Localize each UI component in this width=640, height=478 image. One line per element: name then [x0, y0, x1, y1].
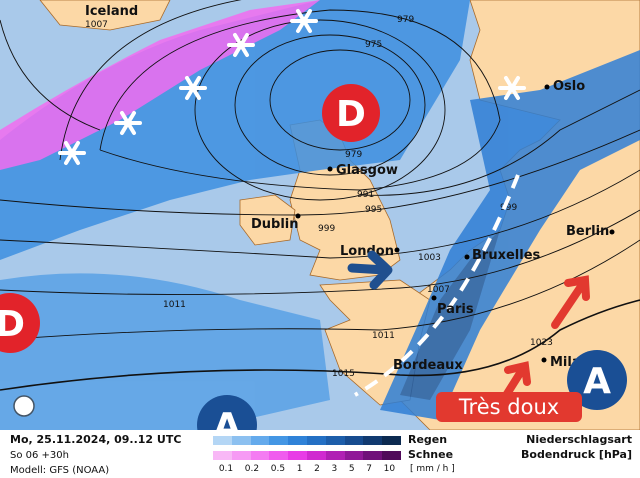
unit: [ mm / h ]	[410, 464, 455, 474]
scale-labels: 0.1 0.2 0.5 1 2 3 5 7 10	[213, 464, 401, 474]
rain-swatch	[363, 436, 383, 445]
warm-arrow-1	[551, 275, 590, 329]
scale-tick: 0.2	[244, 464, 260, 474]
scale-tick: 3	[331, 464, 338, 474]
rain-swatch	[213, 436, 232, 445]
scale-tick: 2	[314, 464, 320, 474]
rain-swatch	[382, 436, 401, 445]
svg-text:Bordeaux: Bordeaux	[393, 358, 463, 373]
snow-swatch	[269, 451, 289, 460]
svg-text:1003: 1003	[418, 253, 441, 263]
scale-tick: 0.1	[218, 464, 234, 474]
snow-swatch	[325, 451, 345, 460]
forecast-date: Mo, 25.11.2024, 09..12 UTC	[10, 433, 182, 446]
high-pressure-alps: A	[567, 350, 627, 410]
pressure-label: Bodendruck [hPa]	[521, 448, 632, 461]
svg-text:1011: 1011	[372, 331, 395, 341]
scale-tick: 10	[383, 464, 396, 474]
svg-text:979: 979	[345, 150, 362, 160]
low-pressure-west: D	[0, 293, 40, 353]
svg-text:1007: 1007	[85, 20, 108, 30]
svg-text:D: D	[0, 304, 25, 345]
rain-swatch	[344, 436, 364, 445]
svg-text:999: 999	[500, 203, 517, 213]
snow-swatch	[288, 451, 307, 460]
rain-swatch	[269, 436, 289, 445]
svg-text:1023: 1023	[530, 338, 553, 348]
svg-text:D: D	[336, 94, 366, 135]
isobar-labels: 1007 979 975 979 991 995 999 1003 999 10…	[85, 15, 553, 379]
scale-tick: 1	[296, 464, 303, 474]
model-name: Modell: GFS (NOAA)	[10, 465, 110, 476]
snow-label: Schnee	[408, 448, 454, 461]
snow-icons	[58, 9, 526, 165]
svg-text:Berlin: Berlin	[566, 224, 609, 239]
snow-swatch	[250, 451, 270, 460]
svg-text:1007: 1007	[427, 285, 450, 295]
weather-map: 1007 979 975 979 991 995 999 1003 999 10…	[0, 0, 640, 430]
svg-text:975: 975	[365, 40, 382, 50]
rain-swatch	[288, 436, 307, 445]
svg-text:979: 979	[397, 15, 414, 25]
svg-text:Iceland: Iceland	[85, 4, 138, 19]
snow-swatch	[344, 451, 364, 460]
svg-text:Glasgow: Glasgow	[336, 163, 398, 178]
svg-text:A: A	[213, 406, 241, 430]
svg-text:1011: 1011	[163, 300, 186, 310]
svg-text:Bruxelles: Bruxelles	[472, 248, 541, 263]
svg-text:Paris: Paris	[437, 302, 474, 317]
wind-arrow-blue	[347, 250, 393, 290]
snow-swatch	[231, 451, 251, 460]
snow-swatch	[382, 451, 401, 460]
svg-text:Oslo: Oslo	[553, 79, 585, 94]
low-pressure-iceland: D	[322, 84, 380, 142]
svg-text:995: 995	[365, 205, 382, 215]
svg-text:991: 991	[357, 190, 374, 200]
rain-swatch	[306, 436, 326, 445]
snow-scale	[213, 451, 401, 460]
scale-tick: 5	[348, 464, 355, 474]
svg-text:London: London	[340, 244, 394, 259]
svg-text:A: A	[583, 361, 611, 402]
model-run: So 06 +30h	[10, 450, 69, 461]
scale-tick: 0.5	[270, 464, 286, 474]
callout-tres-doux: Très doux	[436, 392, 582, 422]
high-pressure-south: A	[197, 395, 257, 430]
svg-text:999: 999	[318, 224, 335, 234]
rain-label: Regen	[408, 433, 448, 446]
svg-text:Dublin: Dublin	[251, 217, 299, 232]
snow-swatch	[306, 451, 326, 460]
isobars	[0, 0, 640, 391]
rain-swatch	[231, 436, 251, 445]
snow-swatch	[363, 451, 383, 460]
cold-front-line	[354, 174, 520, 397]
globe-icon[interactable]	[13, 395, 35, 417]
legend: Mo, 25.11.2024, 09..12 UTC So 06 +30h Mo…	[0, 430, 640, 478]
svg-text:1015: 1015	[332, 369, 355, 379]
snow-swatch	[213, 451, 232, 460]
rain-swatch	[325, 436, 345, 445]
type-label: Niederschlagsart	[526, 433, 632, 446]
scale-tick: 7	[366, 464, 372, 474]
rain-swatch	[250, 436, 270, 445]
rain-scale	[213, 436, 401, 445]
